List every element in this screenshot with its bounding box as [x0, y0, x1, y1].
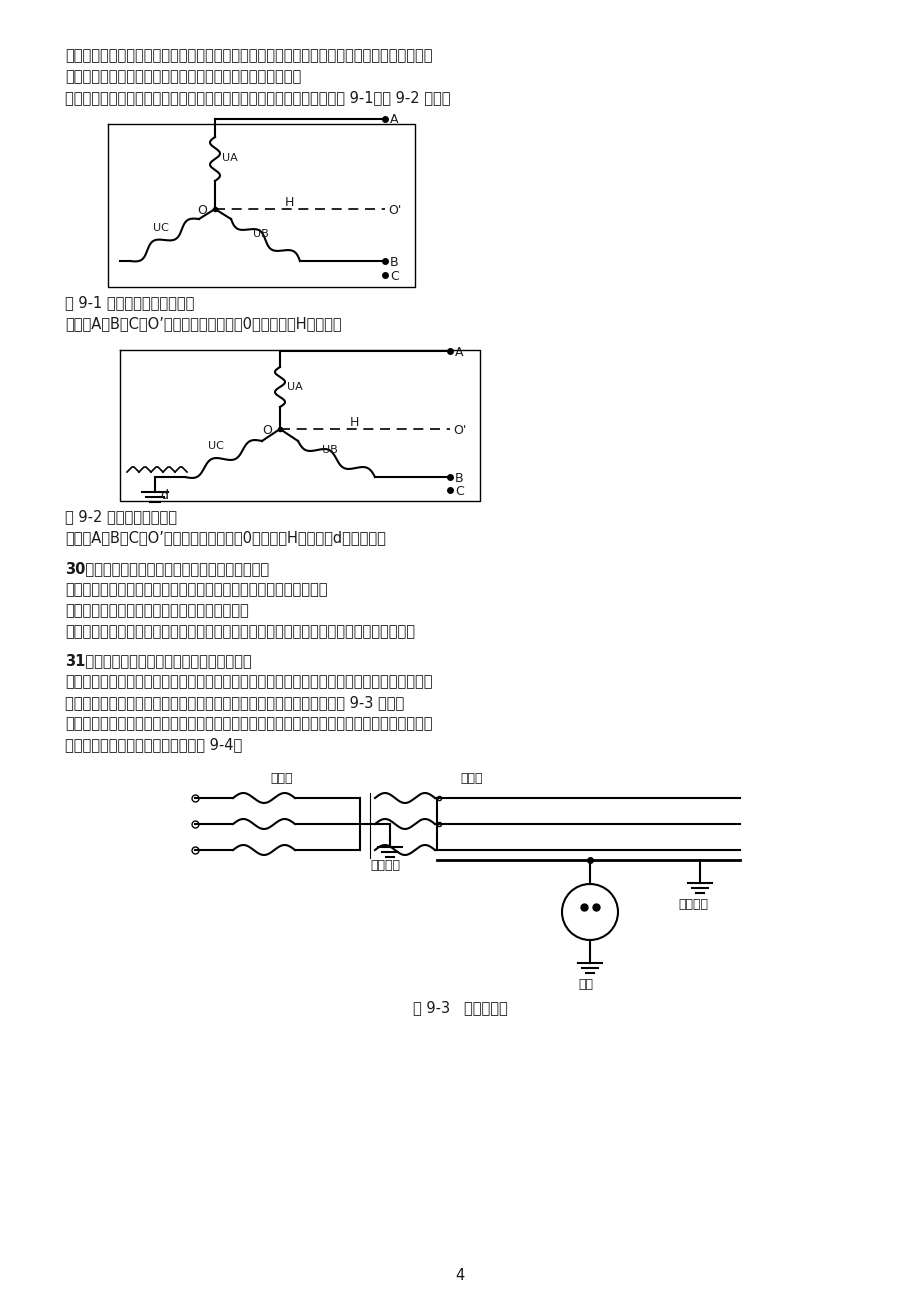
- Text: H: H: [285, 197, 294, 210]
- Text: C: C: [390, 270, 398, 283]
- Text: 30、什么叫接地线和接零？为什么要接地和接零？: 30、什么叫接地线和接零？为什么要接地和接零？: [65, 561, 269, 575]
- Text: 图 9-3   接地示意图: 图 9-3 接地示意图: [413, 1000, 506, 1016]
- Text: O': O': [452, 424, 466, 437]
- Text: 高压侧: 高压侧: [269, 772, 292, 785]
- Text: UA: UA: [221, 154, 237, 163]
- Text: 从中性点引出的导线，称作中性线，从零点引出的导线，称为零线。如图 9-1，图 9-2 所示。: 从中性点引出的导线，称作中性线，从零点引出的导线，称为零线。如图 9-1，图 9…: [65, 90, 450, 105]
- Text: O: O: [262, 424, 272, 437]
- Text: H: H: [349, 417, 359, 428]
- Text: A: A: [455, 346, 463, 359]
- Text: UC: UC: [153, 223, 169, 233]
- Text: 31、什么叫工作接地、保护接地和重复接地？: 31、什么叫工作接地、保护接地和重复接地？: [65, 654, 252, 668]
- Text: B: B: [455, 473, 463, 486]
- Text: UB: UB: [253, 229, 268, 240]
- Text: B: B: [390, 256, 398, 270]
- Text: 图 9-2 零点和零线示意图: 图 9-2 零点和零线示意图: [65, 509, 176, 523]
- Text: 电气设备的外壳或支架等与接地装置用导线作良好电气连接叫接地。: 电气设备的外壳或支架等与接地装置用导线作良好电气连接叫接地。: [65, 582, 327, 598]
- Text: 为了防止因绝缘损坏而造成触电危险，将电气设备的金属外壳和接地装置之间作电气连接，叫保: 为了防止因绝缘损坏而造成触电危险，将电气设备的金属外壳和接地装置之间作电气连接，…: [65, 716, 432, 730]
- Text: 图中：A、B、C、O’一电器外部各端子；0一中性点；H一中性线: 图中：A、B、C、O’一电器外部各端子；0一中性点；H一中性线: [65, 316, 341, 331]
- Text: 接零: 接零: [577, 978, 593, 991]
- Text: 重复接地: 重复接地: [677, 898, 708, 911]
- Text: 护接地。如电动机的外壳接地。如图 9-4。: 护接地。如电动机的外壳接地。如图 9-4。: [65, 737, 242, 753]
- Text: 相等，则该点就称为中性点。如果中性点接地，则称作零点。: 相等，则该点就称为中性点。如果中性点接地，则称作零点。: [65, 69, 301, 85]
- Text: 将电气设备的金属外壳与零线相连接，叫接零。: 将电气设备的金属外壳与零线相连接，叫接零。: [65, 603, 248, 618]
- Text: 在正常和事故情况下，为了保证电气设备安全运行，则在电力系统中某些点进行的接地叫工作接: 在正常和事故情况下，为了保证电气设备安全运行，则在电力系统中某些点进行的接地叫工…: [65, 674, 432, 689]
- Text: O: O: [197, 204, 207, 217]
- Text: 工作接地: 工作接地: [369, 859, 400, 872]
- Text: UA: UA: [287, 381, 302, 392]
- Text: A: A: [390, 113, 398, 126]
- Text: 低压侧: 低压侧: [460, 772, 482, 785]
- Text: C: C: [455, 486, 463, 497]
- Text: 地，如变压器和互感器的中性点接地，两线一地系统的一相接地等，如图 9-3 所示。: 地，如变压器和互感器的中性点接地，两线一地系统的一相接地等，如图 9-3 所示。: [65, 695, 403, 710]
- Text: UB: UB: [322, 445, 337, 454]
- Text: O': O': [388, 204, 401, 217]
- Text: 图 9-1 中性点和中性线示意图: 图 9-1 中性点和中性线示意图: [65, 296, 194, 310]
- Text: 在发电机、变压器及电动机的三相星形连接绕组中，如果某一点到外部各接线端间的电压绝对值: 在发电机、变压器及电动机的三相星形连接绕组中，如果某一点到外部各接线端间的电压绝…: [65, 48, 432, 62]
- Text: d: d: [160, 490, 168, 503]
- Text: 接地和接零的目的是为了避免人身因设备绝缘损坏而触电，同时可避免在雷击时损坏设备。: 接地和接零的目的是为了避免人身因设备绝缘损坏而触电，同时可避免在雷击时损坏设备。: [65, 624, 414, 639]
- Text: UC: UC: [208, 441, 223, 450]
- Text: 图中：A、B、C、O’一电器外部各端子；0一零点；H一零线；d一接地装置: 图中：A、B、C、O’一电器外部各端子；0一零点；H一零线；d一接地装置: [65, 530, 385, 546]
- Text: 4: 4: [455, 1268, 464, 1282]
